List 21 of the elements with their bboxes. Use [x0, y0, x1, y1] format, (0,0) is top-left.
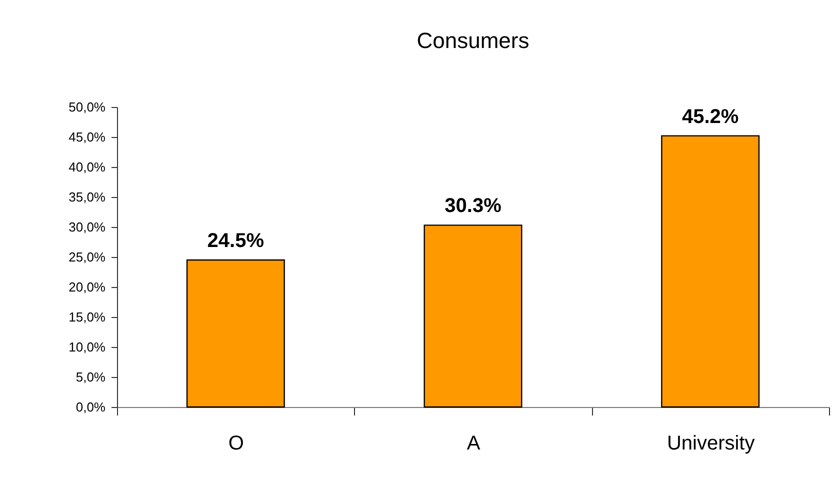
y-tick-label: 30,0% — [68, 220, 106, 234]
x-tick-label: University — [666, 432, 755, 454]
bar — [424, 224, 522, 408]
data-label: 30.3% — [444, 195, 502, 218]
bar — [661, 135, 760, 408]
x-tick-label: O — [228, 432, 244, 454]
y-tick-label: 25,0% — [68, 250, 106, 264]
chart-title: Consumers — [416, 28, 530, 53]
y-tick-label: 50,0% — [68, 100, 106, 114]
y-tick-label: 15,0% — [68, 310, 106, 324]
x-tick-label: A — [466, 432, 481, 454]
y-tick-label: 40,0% — [68, 160, 106, 174]
y-tick-label: 20,0% — [68, 280, 106, 294]
bar — [186, 259, 285, 408]
y-tick-label: 45,0% — [68, 130, 106, 144]
data-label: 45.2% — [682, 106, 739, 128]
y-tick-label: 0,0% — [76, 400, 106, 414]
y-tick-label: 35,0% — [68, 190, 106, 204]
y-tick-label: 10,0% — [68, 340, 106, 354]
data-label: 24.5% — [207, 230, 264, 252]
y-tick-label: 5,0% — [76, 370, 106, 384]
